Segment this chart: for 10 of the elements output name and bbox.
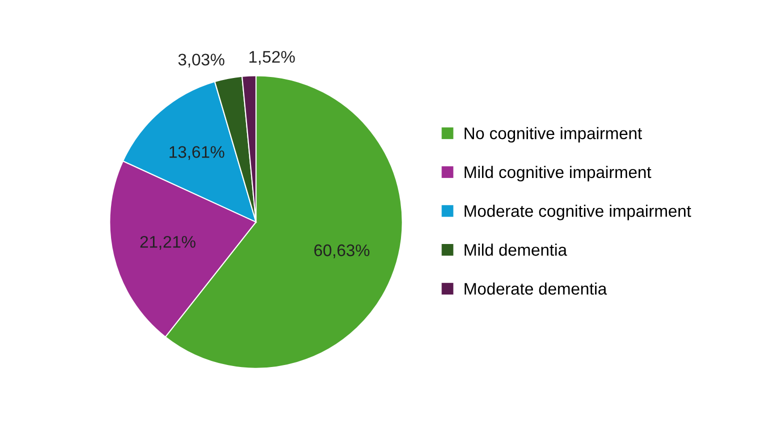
data-label: 21,21% — [140, 236, 196, 250]
legend-label: Moderate dementia — [464, 282, 607, 295]
data-label: 1,52% — [249, 50, 295, 65]
data-label: 3,03% — [178, 54, 224, 68]
legend-label: Mild dementia — [464, 244, 568, 256]
legend-label: No cognitive impairment — [464, 126, 642, 143]
legend-label: Moderate cognitive impairment — [464, 204, 692, 220]
legend-label: Mild cognitive impairment — [464, 166, 652, 182]
data-label: 60,63% — [314, 244, 370, 258]
data-label: 13,61% — [170, 146, 224, 160]
